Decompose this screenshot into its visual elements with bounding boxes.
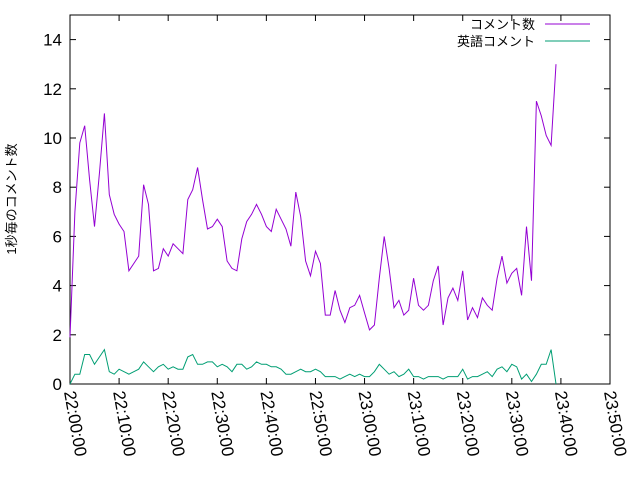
- y-tick-label: 4: [53, 277, 62, 296]
- y-tick-label: 0: [53, 375, 62, 394]
- plot-frame: [69, 14, 611, 385]
- x-tick-label: 22:00:00: [60, 389, 90, 457]
- series-line-0: [69, 64, 557, 338]
- y-tick-label: 14: [43, 31, 62, 50]
- series-line-1: [69, 348, 557, 385]
- y-tick-label: 10: [43, 129, 62, 148]
- x-tick-label: 22:10:00: [109, 389, 139, 457]
- x-tick-label: 23:00:00: [355, 389, 385, 457]
- y-tick-label: 12: [43, 80, 62, 99]
- x-tick-label: 22:50:00: [306, 389, 336, 457]
- plot-area: [69, 14, 611, 385]
- x-tick-label: 23:30:00: [502, 389, 532, 457]
- x-tick-label: 23:50:00: [600, 389, 630, 457]
- y-tick-label: 8: [53, 178, 62, 197]
- series-lines: [69, 64, 557, 385]
- x-tick-label: 22:40:00: [256, 389, 286, 457]
- x-tick-label: 23:20:00: [453, 389, 483, 457]
- y-tick-label: 6: [53, 227, 62, 246]
- y-axis: 0 2 4 6 8 10 12 14: [43, 31, 610, 394]
- x-tick-label: 22:30:00: [207, 389, 237, 457]
- x-tick-label: 23:40:00: [551, 389, 581, 457]
- y-axis-label: 1秒毎のコメント数: [4, 143, 19, 254]
- x-tick-label: 22:20:00: [158, 389, 188, 457]
- legend-label: 英語コメント: [457, 34, 535, 49]
- x-tick-label: 23:10:00: [404, 389, 434, 457]
- x-axis: 22:00:00 22:10:00 22:20:00 22:30:00 22:40:00…: [60, 15, 630, 458]
- y-tick-label: 2: [53, 326, 62, 345]
- legend-label: コメント数: [470, 17, 535, 32]
